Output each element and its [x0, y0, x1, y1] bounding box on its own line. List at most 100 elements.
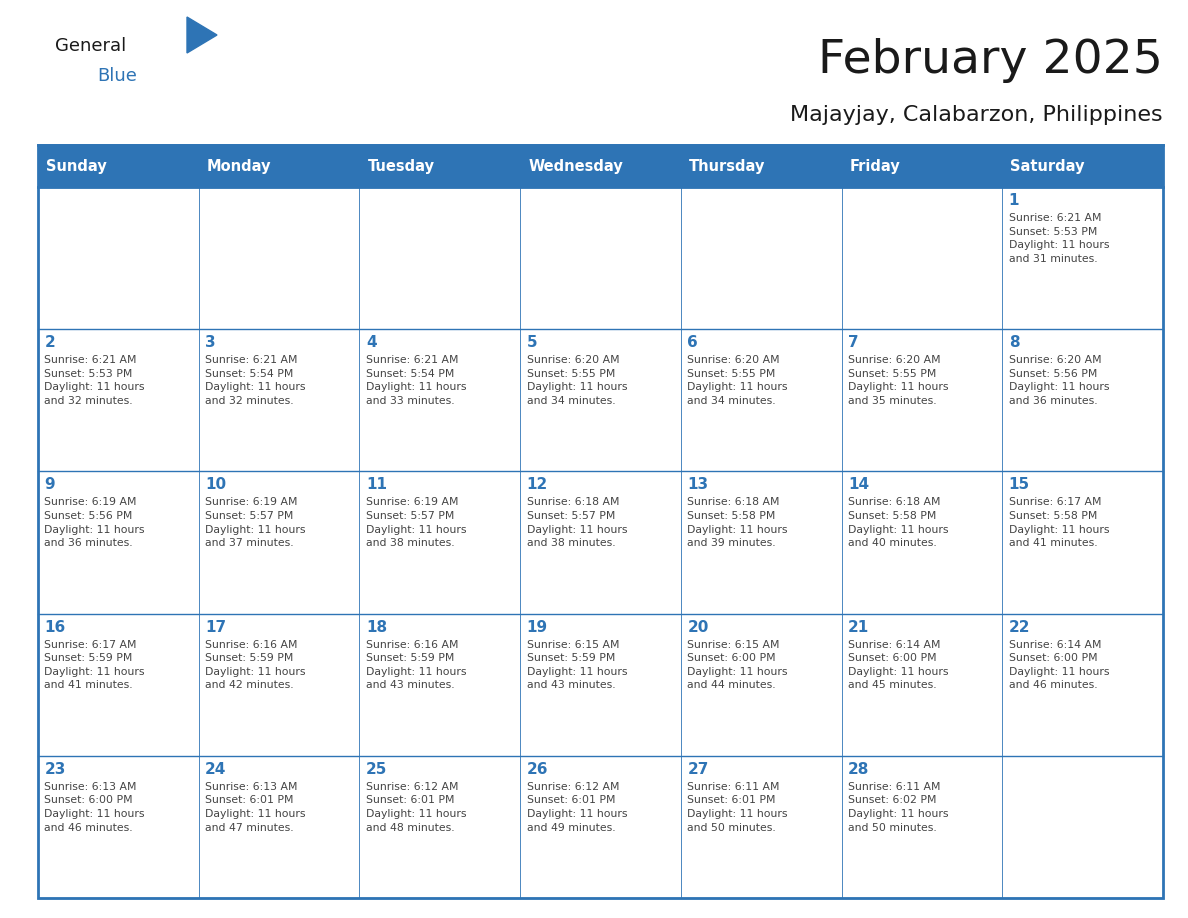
- Text: General: General: [55, 37, 126, 55]
- Bar: [520, 613, 681, 756]
- Text: Monday: Monday: [207, 159, 271, 174]
- Bar: [681, 145, 841, 187]
- Bar: [841, 145, 1003, 187]
- Text: Sunrise: 6:16 AM
Sunset: 5:59 PM
Daylight: 11 hours
and 43 minutes.: Sunrise: 6:16 AM Sunset: 5:59 PM Dayligh…: [366, 640, 467, 690]
- Bar: [38, 472, 198, 613]
- Text: 28: 28: [848, 762, 870, 777]
- Bar: [198, 145, 360, 187]
- Bar: [841, 330, 1003, 472]
- Bar: [841, 187, 1003, 330]
- Text: Sunrise: 6:14 AM
Sunset: 6:00 PM
Daylight: 11 hours
and 46 minutes.: Sunrise: 6:14 AM Sunset: 6:00 PM Dayligh…: [1009, 640, 1110, 690]
- Text: Saturday: Saturday: [1010, 159, 1085, 174]
- Text: 4: 4: [366, 335, 377, 350]
- Text: 2: 2: [44, 335, 55, 350]
- Text: Sunrise: 6:17 AM
Sunset: 5:58 PM
Daylight: 11 hours
and 41 minutes.: Sunrise: 6:17 AM Sunset: 5:58 PM Dayligh…: [1009, 498, 1110, 548]
- Polygon shape: [187, 17, 217, 53]
- Bar: [1003, 330, 1163, 472]
- Text: Sunrise: 6:13 AM
Sunset: 6:01 PM
Daylight: 11 hours
and 47 minutes.: Sunrise: 6:13 AM Sunset: 6:01 PM Dayligh…: [206, 782, 305, 833]
- Text: Sunrise: 6:18 AM
Sunset: 5:58 PM
Daylight: 11 hours
and 40 minutes.: Sunrise: 6:18 AM Sunset: 5:58 PM Dayligh…: [848, 498, 948, 548]
- Text: 23: 23: [44, 762, 65, 777]
- Text: 6: 6: [688, 335, 699, 350]
- Text: Blue: Blue: [97, 67, 137, 85]
- Text: 19: 19: [526, 620, 548, 634]
- Text: Sunrise: 6:12 AM
Sunset: 6:01 PM
Daylight: 11 hours
and 48 minutes.: Sunrise: 6:12 AM Sunset: 6:01 PM Dayligh…: [366, 782, 467, 833]
- Bar: [38, 145, 198, 187]
- Text: 22: 22: [1009, 620, 1030, 634]
- Bar: [520, 145, 681, 187]
- Text: 11: 11: [366, 477, 387, 492]
- Text: February 2025: February 2025: [819, 38, 1163, 83]
- Text: Sunrise: 6:13 AM
Sunset: 6:00 PM
Daylight: 11 hours
and 46 minutes.: Sunrise: 6:13 AM Sunset: 6:00 PM Dayligh…: [44, 782, 145, 833]
- Text: Sunrise: 6:18 AM
Sunset: 5:58 PM
Daylight: 11 hours
and 39 minutes.: Sunrise: 6:18 AM Sunset: 5:58 PM Dayligh…: [688, 498, 788, 548]
- Bar: [360, 145, 520, 187]
- Text: 3: 3: [206, 335, 216, 350]
- Text: 5: 5: [526, 335, 537, 350]
- Bar: [360, 330, 520, 472]
- Bar: [520, 330, 681, 472]
- Text: 25: 25: [366, 762, 387, 777]
- Text: Sunrise: 6:19 AM
Sunset: 5:56 PM
Daylight: 11 hours
and 36 minutes.: Sunrise: 6:19 AM Sunset: 5:56 PM Dayligh…: [44, 498, 145, 548]
- Text: 15: 15: [1009, 477, 1030, 492]
- Text: Sunrise: 6:16 AM
Sunset: 5:59 PM
Daylight: 11 hours
and 42 minutes.: Sunrise: 6:16 AM Sunset: 5:59 PM Dayligh…: [206, 640, 305, 690]
- Text: Sunrise: 6:20 AM
Sunset: 5:56 PM
Daylight: 11 hours
and 36 minutes.: Sunrise: 6:20 AM Sunset: 5:56 PM Dayligh…: [1009, 355, 1110, 406]
- Text: 24: 24: [206, 762, 227, 777]
- Text: Tuesday: Tuesday: [367, 159, 435, 174]
- Bar: [1003, 613, 1163, 756]
- Text: Sunrise: 6:19 AM
Sunset: 5:57 PM
Daylight: 11 hours
and 38 minutes.: Sunrise: 6:19 AM Sunset: 5:57 PM Dayligh…: [366, 498, 467, 548]
- Bar: [38, 145, 1163, 898]
- Text: 16: 16: [44, 620, 65, 634]
- Text: Sunrise: 6:19 AM
Sunset: 5:57 PM
Daylight: 11 hours
and 37 minutes.: Sunrise: 6:19 AM Sunset: 5:57 PM Dayligh…: [206, 498, 305, 548]
- Bar: [198, 613, 360, 756]
- Bar: [681, 187, 841, 330]
- Text: 18: 18: [366, 620, 387, 634]
- Text: Sunrise: 6:20 AM
Sunset: 5:55 PM
Daylight: 11 hours
and 35 minutes.: Sunrise: 6:20 AM Sunset: 5:55 PM Dayligh…: [848, 355, 948, 406]
- Bar: [360, 613, 520, 756]
- Text: Sunrise: 6:21 AM
Sunset: 5:53 PM
Daylight: 11 hours
and 32 minutes.: Sunrise: 6:21 AM Sunset: 5:53 PM Dayligh…: [44, 355, 145, 406]
- Text: Sunrise: 6:15 AM
Sunset: 6:00 PM
Daylight: 11 hours
and 44 minutes.: Sunrise: 6:15 AM Sunset: 6:00 PM Dayligh…: [688, 640, 788, 690]
- Text: Sunrise: 6:12 AM
Sunset: 6:01 PM
Daylight: 11 hours
and 49 minutes.: Sunrise: 6:12 AM Sunset: 6:01 PM Dayligh…: [526, 782, 627, 833]
- Text: Sunrise: 6:18 AM
Sunset: 5:57 PM
Daylight: 11 hours
and 38 minutes.: Sunrise: 6:18 AM Sunset: 5:57 PM Dayligh…: [526, 498, 627, 548]
- Text: Sunrise: 6:21 AM
Sunset: 5:53 PM
Daylight: 11 hours
and 31 minutes.: Sunrise: 6:21 AM Sunset: 5:53 PM Dayligh…: [1009, 213, 1110, 263]
- Text: Thursday: Thursday: [689, 159, 765, 174]
- Bar: [1003, 756, 1163, 898]
- Text: Sunrise: 6:21 AM
Sunset: 5:54 PM
Daylight: 11 hours
and 32 minutes.: Sunrise: 6:21 AM Sunset: 5:54 PM Dayligh…: [206, 355, 305, 406]
- Text: Sunrise: 6:20 AM
Sunset: 5:55 PM
Daylight: 11 hours
and 34 minutes.: Sunrise: 6:20 AM Sunset: 5:55 PM Dayligh…: [526, 355, 627, 406]
- Text: Majayjay, Calabarzon, Philippines: Majayjay, Calabarzon, Philippines: [790, 105, 1163, 125]
- Text: 20: 20: [688, 620, 709, 634]
- Bar: [360, 187, 520, 330]
- Text: 13: 13: [688, 477, 708, 492]
- Bar: [841, 756, 1003, 898]
- Bar: [681, 756, 841, 898]
- Bar: [1003, 472, 1163, 613]
- Text: 14: 14: [848, 477, 870, 492]
- Text: 12: 12: [526, 477, 548, 492]
- Bar: [1003, 145, 1163, 187]
- Bar: [198, 187, 360, 330]
- Bar: [520, 472, 681, 613]
- Text: 7: 7: [848, 335, 859, 350]
- Bar: [520, 187, 681, 330]
- Bar: [198, 330, 360, 472]
- Text: 9: 9: [44, 477, 55, 492]
- Bar: [198, 756, 360, 898]
- Bar: [360, 756, 520, 898]
- Bar: [38, 613, 198, 756]
- Bar: [360, 472, 520, 613]
- Bar: [681, 613, 841, 756]
- Text: 17: 17: [206, 620, 226, 634]
- Bar: [841, 472, 1003, 613]
- Bar: [681, 330, 841, 472]
- Text: Sunrise: 6:11 AM
Sunset: 6:01 PM
Daylight: 11 hours
and 50 minutes.: Sunrise: 6:11 AM Sunset: 6:01 PM Dayligh…: [688, 782, 788, 833]
- Text: Sunrise: 6:20 AM
Sunset: 5:55 PM
Daylight: 11 hours
and 34 minutes.: Sunrise: 6:20 AM Sunset: 5:55 PM Dayligh…: [688, 355, 788, 406]
- Bar: [38, 330, 198, 472]
- Text: Friday: Friday: [849, 159, 901, 174]
- Bar: [520, 756, 681, 898]
- Text: Sunrise: 6:17 AM
Sunset: 5:59 PM
Daylight: 11 hours
and 41 minutes.: Sunrise: 6:17 AM Sunset: 5:59 PM Dayligh…: [44, 640, 145, 690]
- Bar: [38, 187, 198, 330]
- Text: 10: 10: [206, 477, 226, 492]
- Text: Sunrise: 6:14 AM
Sunset: 6:00 PM
Daylight: 11 hours
and 45 minutes.: Sunrise: 6:14 AM Sunset: 6:00 PM Dayligh…: [848, 640, 948, 690]
- Text: 27: 27: [688, 762, 709, 777]
- Bar: [198, 472, 360, 613]
- Text: 26: 26: [526, 762, 548, 777]
- Text: 1: 1: [1009, 193, 1019, 208]
